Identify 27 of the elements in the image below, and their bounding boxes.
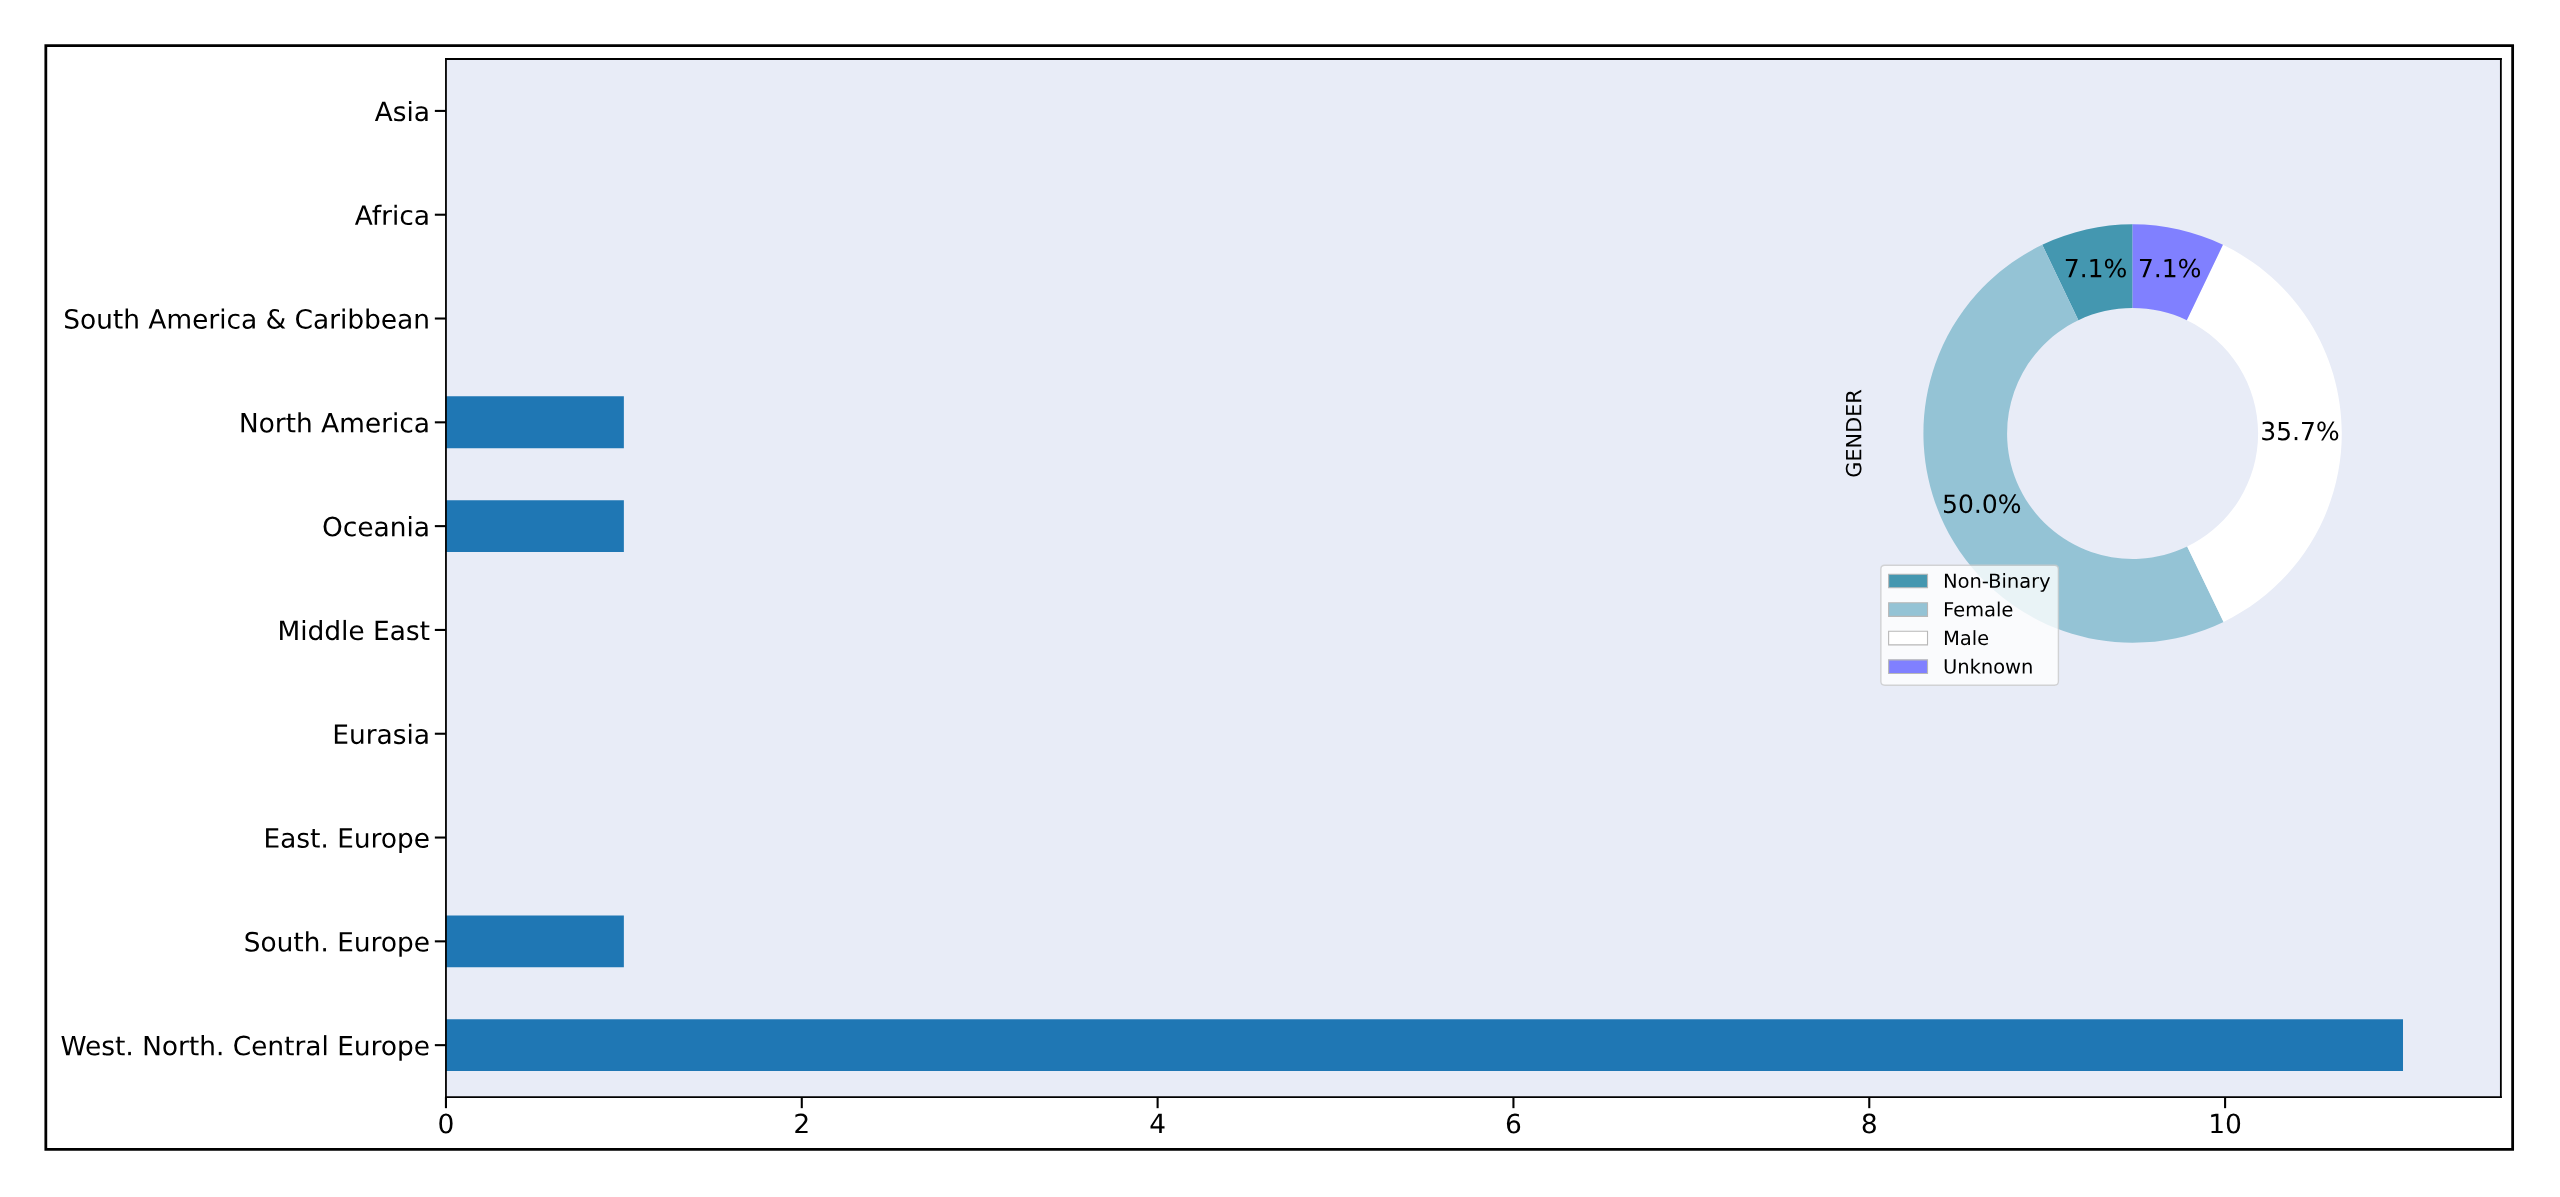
legend-label: Non-Binary xyxy=(1944,573,2051,592)
donut-slice xyxy=(2042,224,2133,321)
donut-slice xyxy=(2132,224,2223,321)
y-tick-label: South America & Caribbean xyxy=(65,308,428,329)
y-tick-label: North America xyxy=(241,412,428,433)
y-tick-label: Middle East xyxy=(280,619,430,641)
x-tick-label: 0 xyxy=(439,1113,453,1134)
legend-label: Unknown xyxy=(1944,658,2032,674)
legend-label: Male xyxy=(1944,630,1989,646)
x-tick-label: 10 xyxy=(2211,1113,2241,1134)
text: GENDER xyxy=(1845,389,1862,477)
y-tick-label: East. Europe xyxy=(266,828,429,854)
x-tick-label: 4 xyxy=(1150,1113,1165,1134)
data-label: 50.0% xyxy=(1944,494,2021,514)
x-tick-label: 8 xyxy=(1862,1113,1876,1134)
y-tick-label: Eurasia xyxy=(334,723,428,745)
y-tick-label: West. North. Central Europe xyxy=(61,1035,429,1061)
legend-label: Female xyxy=(1944,601,2013,617)
y-tick-label: Oceania xyxy=(323,516,428,537)
y-tick-label: Africa xyxy=(354,204,428,226)
x-tick-label: 2 xyxy=(795,1113,808,1134)
data-label: 35.7% xyxy=(2262,421,2339,441)
x-tick-label: 6 xyxy=(1506,1113,1521,1134)
data-label: 7.1% xyxy=(2065,258,2126,278)
y-tick-label: Asia xyxy=(374,100,428,122)
y-tick-label: South. Europe xyxy=(245,931,429,957)
data-label: 7.1% xyxy=(2139,258,2201,278)
